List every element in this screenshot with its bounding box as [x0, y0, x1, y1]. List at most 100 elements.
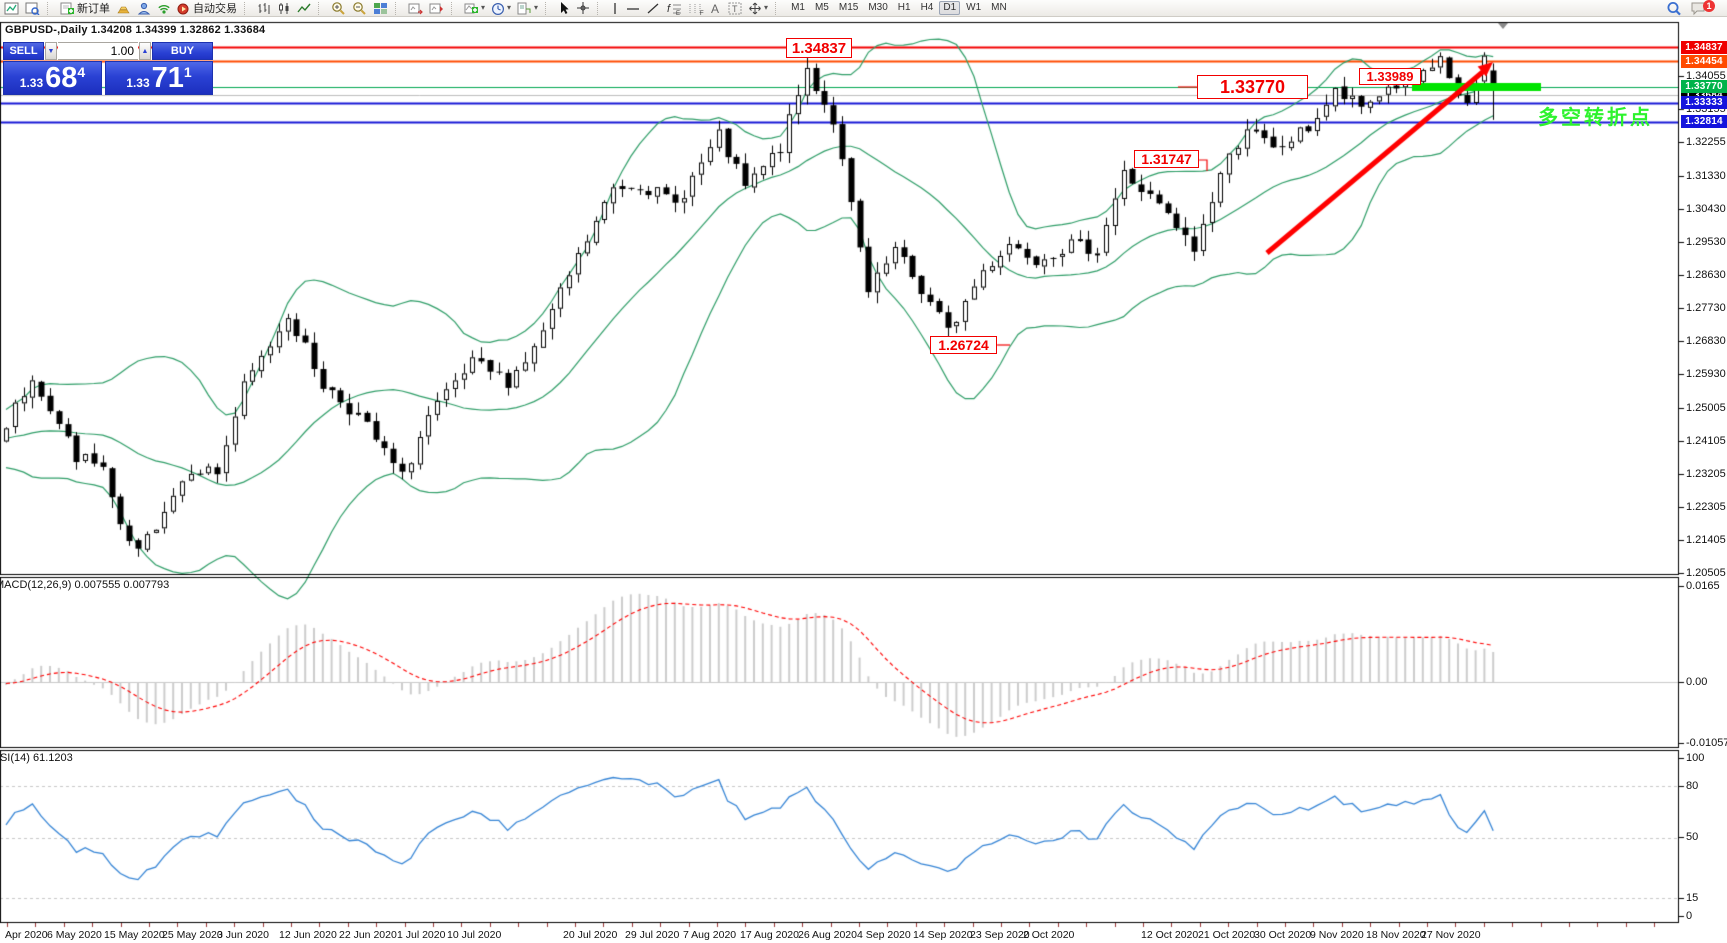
- arrows-tool[interactable]: ▾: [747, 1, 769, 16]
- autotrading-button[interactable]: 自动交易: [176, 1, 238, 16]
- new-order-button[interactable]: 新订单: [59, 1, 111, 16]
- turning-point-annotation[interactable]: 多空转折点: [1538, 107, 1653, 129]
- price-tick-label: 1.25005: [1686, 401, 1726, 414]
- notification-badge: 1: [1703, 0, 1715, 12]
- rsi-tick-label: 0: [1686, 910, 1693, 922]
- price-tick-label: 1.25930: [1686, 368, 1726, 381]
- one-click-trade-panel: SELL ▼ ▲ BUY 1.33 68 4 1.33 71 1: [3, 42, 213, 95]
- timeframe-button-mn[interactable]: MN: [987, 1, 1011, 15]
- chevron-down-icon: ▾: [764, 3, 769, 12]
- bid-pip-digit: 4: [77, 64, 86, 80]
- price-annotation-label[interactable]: 1.33989: [1359, 68, 1421, 85]
- chart-shift-icon[interactable]: [428, 1, 445, 16]
- volume-input[interactable]: [58, 42, 138, 60]
- chat-icon[interactable]: 1: [1689, 0, 1722, 16]
- horizontal-line-tool[interactable]: [625, 1, 641, 16]
- rsi-tick-label: 15: [1686, 892, 1699, 904]
- date-label: 1 Jul 2020: [397, 929, 446, 941]
- price-tick-label: 1.22305: [1686, 500, 1726, 513]
- price-badge: 1.33333: [1681, 96, 1727, 110]
- price-tick-label: 1.23205: [1686, 467, 1726, 480]
- trendline-tool[interactable]: [645, 1, 661, 16]
- chart-window-icon[interactable]: [3, 1, 20, 16]
- price-badge: 1.34454: [1681, 54, 1727, 68]
- macd-tick-label: 0.00: [1686, 676, 1708, 688]
- buy-button[interactable]: BUY: [152, 42, 213, 60]
- tile-windows-icon[interactable]: [372, 1, 389, 16]
- autoscroll-icon[interactable]: [407, 1, 424, 16]
- date-label: 25 May 2020: [162, 929, 223, 941]
- date-label: 20 Jul 2020: [563, 929, 618, 941]
- signals-icon[interactable]: [156, 1, 172, 16]
- zoom-out-icon[interactable]: [351, 1, 368, 16]
- templates-menu[interactable]: ▾: [516, 1, 539, 16]
- price-annotation-label[interactable]: 1.26724: [930, 336, 997, 354]
- ask-big-digits: 71: [151, 62, 184, 94]
- timeframe-button-m30[interactable]: M30: [864, 1, 891, 15]
- macd-label: MACD(12,26,9) 0.007555 0.007793: [0, 579, 170, 591]
- crosshair-icon[interactable]: [575, 1, 591, 16]
- timeframe-button-m15[interactable]: M15: [835, 1, 862, 15]
- price-annotation-label[interactable]: 1.33770: [1197, 75, 1308, 99]
- indicators-menu[interactable]: ▾: [463, 1, 486, 16]
- gold-icon[interactable]: [115, 1, 132, 16]
- macd-tick-label: 0.0165: [1686, 580, 1720, 593]
- date-label: 14 Sep 2020: [913, 929, 973, 941]
- chart-profile-icon[interactable]: [24, 1, 41, 16]
- rsi-tick-label: 50: [1686, 831, 1699, 843]
- price-tick-label: 1.34055: [1686, 70, 1726, 83]
- candlestick-chart-icon[interactable]: [276, 1, 292, 16]
- timeframe-button-m5[interactable]: M5: [811, 1, 833, 15]
- price-tick-label: 1.24105: [1686, 434, 1726, 447]
- date-label: 9 Nov 2020: [1310, 929, 1364, 941]
- ask-pip-digit: 1: [183, 64, 192, 80]
- toolbar-separator: [597, 1, 603, 15]
- toolbar-separator: [545, 1, 551, 15]
- line-chart-icon[interactable]: [296, 1, 312, 16]
- date-label: 7 Aug 2020: [683, 929, 737, 941]
- timeframe-button-w1[interactable]: W1: [962, 1, 985, 15]
- vertical-line-tool[interactable]: [609, 1, 621, 16]
- expert-advisor-icon[interactable]: [136, 1, 152, 16]
- ask-prefix: 1.33: [126, 76, 150, 90]
- sell-button[interactable]: SELL: [3, 42, 44, 60]
- timeframe-button-d1[interactable]: D1: [939, 1, 961, 15]
- svg-text:A: A: [711, 2, 719, 15]
- date-label: 17 Aug 2020: [740, 929, 799, 941]
- price-tick-label: 1.31330: [1686, 170, 1726, 182]
- price-badge: 1.32814: [1681, 115, 1727, 129]
- volume-increase-button[interactable]: ▲: [139, 42, 151, 60]
- ask-price-box[interactable]: 1.33 71 1: [105, 61, 213, 95]
- bar-chart-icon[interactable]: [256, 1, 272, 16]
- cursor-icon[interactable]: [557, 1, 571, 16]
- date-label: 12 Jun 2020: [279, 929, 337, 941]
- timeframe-group: M1 M5 M15 M30 H1 H4 D1 W1 MN: [787, 1, 1011, 15]
- bid-price-box[interactable]: 1.33 68 4: [3, 61, 102, 95]
- date-label: 10 Jul 2020: [447, 929, 502, 941]
- text-label-tool[interactable]: T: [727, 1, 743, 16]
- cycle-lines-tool[interactable]: F: [687, 1, 705, 16]
- chevron-down-icon: ▾: [534, 3, 539, 12]
- timeframe-button-h4[interactable]: H4: [917, 1, 938, 15]
- date-label: 21 Oct 2020: [1198, 929, 1256, 941]
- search-icon[interactable]: [1665, 1, 1683, 16]
- price-tick-label: 1.29530: [1686, 236, 1726, 249]
- date-label: 2 Oct 2020: [1023, 929, 1075, 941]
- rsi-tick-label: 80: [1686, 780, 1699, 792]
- svg-text:T: T: [732, 4, 738, 14]
- toolbar-separator: [395, 1, 401, 15]
- timeframe-button-m1[interactable]: M1: [787, 1, 809, 15]
- svg-text:F: F: [700, 11, 704, 15]
- chevron-down-icon: ▾: [481, 3, 486, 12]
- timeframes-menu[interactable]: ▾: [490, 1, 512, 16]
- text-tool[interactable]: A: [709, 1, 723, 16]
- price-annotation-label[interactable]: 1.31747: [1134, 150, 1199, 168]
- date-label: Apr 2020: [5, 929, 48, 941]
- timeframe-button-h1[interactable]: H1: [894, 1, 915, 15]
- price-annotation-label[interactable]: 1.34837: [786, 38, 852, 58]
- volume-decrease-button[interactable]: ▼: [45, 42, 57, 60]
- zoom-in-icon[interactable]: [330, 1, 347, 16]
